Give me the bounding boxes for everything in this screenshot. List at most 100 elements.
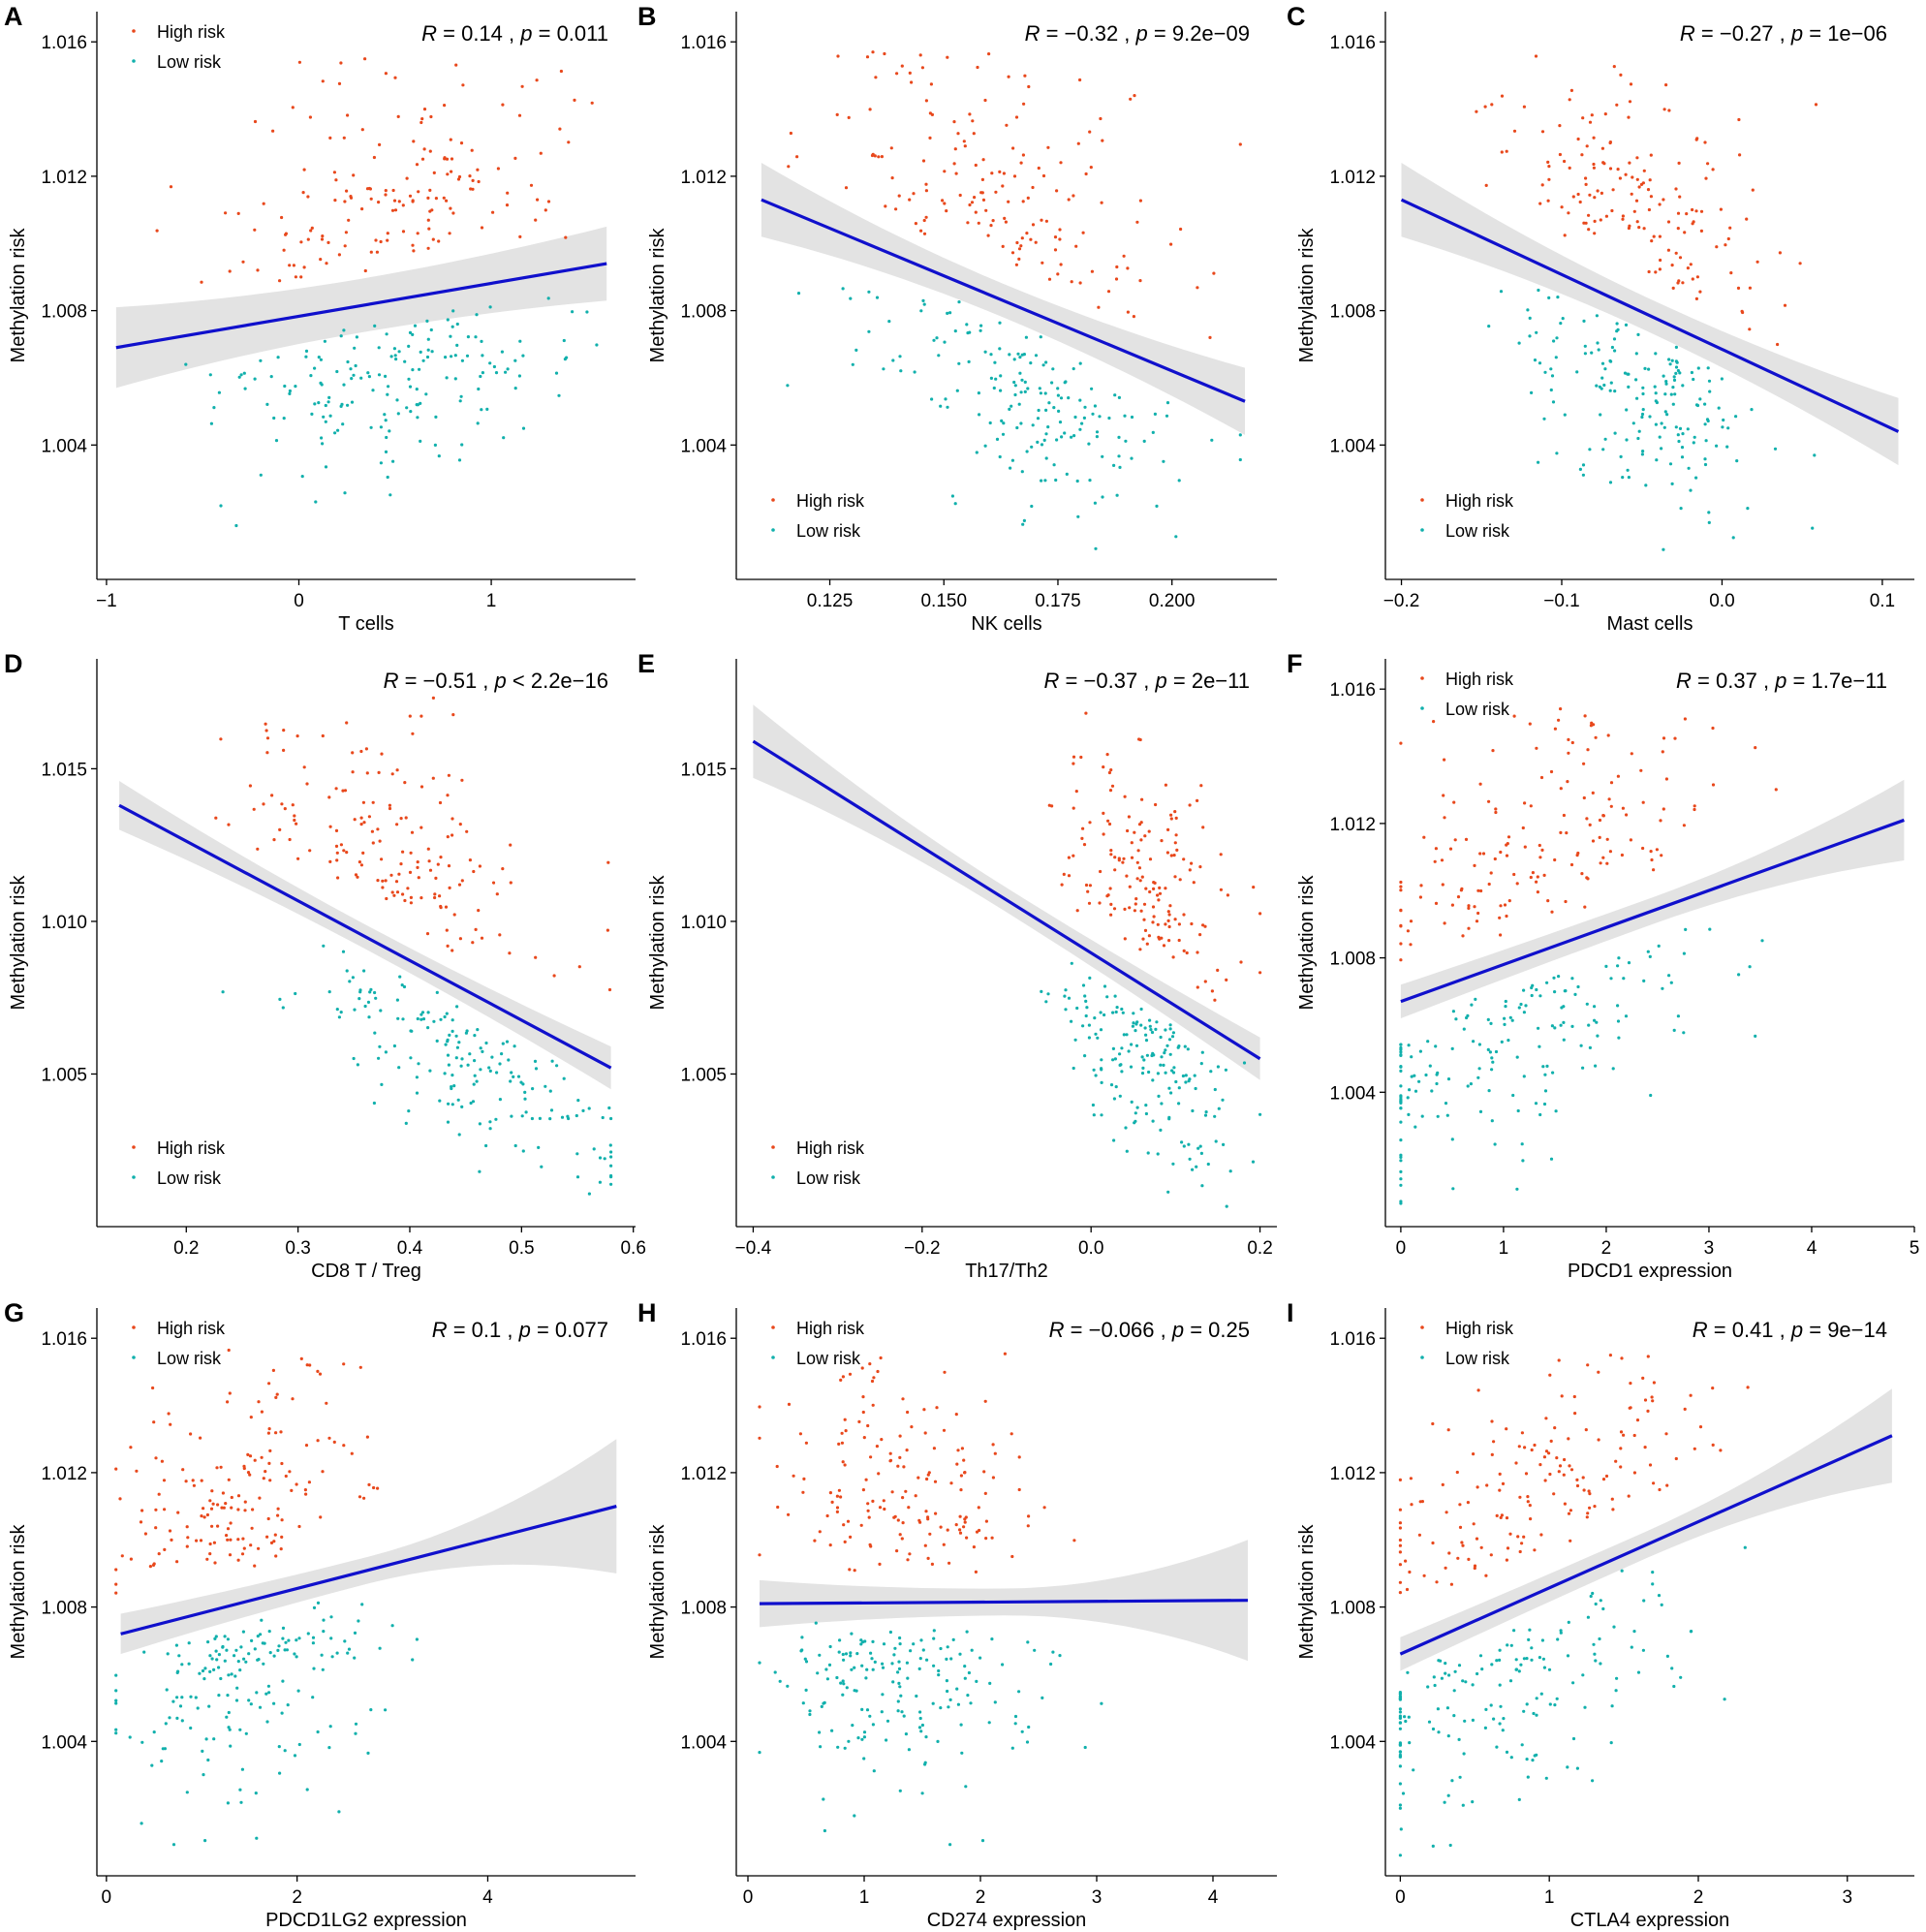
point-low-risk (1542, 1102, 1547, 1106)
point-low-risk (1498, 1683, 1502, 1687)
point-high-risk (1566, 780, 1569, 784)
point-low-risk (1118, 1052, 1122, 1056)
point-high-risk (1173, 841, 1177, 845)
point-low-risk (859, 1642, 863, 1646)
point-high-risk (1074, 244, 1078, 248)
point-low-risk (1543, 370, 1547, 374)
point-high-risk (1548, 1373, 1552, 1377)
point-low-risk (803, 1657, 807, 1661)
point-high-risk (445, 928, 449, 932)
point-high-risk (395, 823, 399, 826)
point-high-risk (880, 1438, 884, 1442)
point-low-risk (1581, 1673, 1585, 1677)
point-high-risk (408, 714, 412, 718)
point-high-risk (943, 1370, 947, 1374)
panel-letter: G (4, 1298, 24, 1327)
point-high-risk (342, 136, 346, 140)
point-low-risk (258, 1705, 263, 1709)
point-high-risk (1540, 130, 1545, 134)
point-low-risk (1094, 1074, 1098, 1077)
point-high-risk (1011, 146, 1015, 150)
point-high-risk (1476, 888, 1480, 892)
point-high-risk (871, 1403, 875, 1407)
point-low-risk (1177, 1102, 1181, 1106)
point-high-risk (1017, 1487, 1021, 1492)
point-high-risk (1029, 237, 1033, 241)
point-high-risk (1604, 1474, 1609, 1479)
point-low-risk (1636, 1670, 1641, 1674)
point-low-risk (379, 1009, 383, 1013)
point-high-risk (1646, 1355, 1650, 1358)
point-low-risk (1508, 1015, 1512, 1019)
point-high-risk (1678, 256, 1683, 260)
point-high-risk (1628, 161, 1631, 165)
point-high-risk (1476, 911, 1480, 916)
point-high-risk (795, 155, 799, 159)
point-high-risk (1137, 737, 1141, 741)
point-high-risk (1130, 856, 1134, 859)
point-high-risk (1592, 136, 1596, 140)
point-high-risk (962, 140, 966, 143)
y-tick-label: 1.004 (1329, 1083, 1376, 1104)
point-low-risk (1591, 1779, 1595, 1783)
legend-label-low-risk: Low risk (1445, 1349, 1510, 1368)
point-low-risk (1221, 1098, 1225, 1102)
point-low-risk (1199, 1062, 1203, 1066)
point-high-risk (1203, 924, 1207, 928)
point-low-risk (388, 429, 391, 433)
point-low-risk (1417, 1079, 1421, 1083)
regression-line (759, 1599, 1249, 1605)
point-low-risk (849, 296, 853, 300)
point-low-risk (1162, 1063, 1165, 1067)
point-high-risk (1441, 1482, 1444, 1486)
point-high-risk (1507, 835, 1511, 839)
point-high-risk (1724, 243, 1727, 247)
y-axis-title: Methylation risk (1296, 228, 1318, 363)
point-low-risk (1603, 367, 1607, 371)
point-low-risk (309, 374, 313, 378)
point-high-risk (230, 1495, 233, 1500)
point-high-risk (1417, 1533, 1421, 1537)
point-low-risk (240, 1767, 244, 1771)
point-low-risk (513, 358, 517, 362)
point-low-risk (1671, 402, 1675, 406)
point-low-risk (321, 442, 325, 446)
point-low-risk (210, 1657, 214, 1661)
point-high-risk (1017, 1455, 1021, 1459)
point-high-risk (1505, 914, 1508, 919)
point-low-risk (202, 1677, 206, 1681)
x-tick-label: 0 (743, 1887, 754, 1908)
legend-key-high-risk (1420, 498, 1424, 502)
point-low-risk (321, 1667, 325, 1671)
point-low-risk (609, 1116, 613, 1121)
point-high-risk (417, 190, 420, 194)
point-low-risk (851, 1724, 854, 1728)
point-high-risk (1605, 861, 1609, 865)
point-low-risk (214, 1635, 218, 1638)
point-high-risk (1450, 903, 1454, 907)
point-low-risk (269, 375, 273, 379)
point-high-risk (506, 191, 510, 195)
point-low-risk (824, 1667, 828, 1671)
point-high-risk (200, 1514, 203, 1518)
point-low-risk (282, 417, 286, 421)
point-high-risk (1587, 228, 1591, 232)
point-high-risk (1040, 218, 1043, 222)
point-high-risk (963, 1471, 967, 1475)
point-low-risk (223, 1635, 227, 1638)
point-high-risk (377, 201, 381, 204)
point-low-risk (836, 1745, 840, 1749)
point-low-risk (1692, 377, 1695, 382)
point-low-risk (346, 359, 350, 364)
point-low-risk (1404, 1719, 1408, 1724)
point-high-risk (1568, 98, 1571, 102)
point-high-risk (930, 112, 935, 116)
point-high-risk (1213, 998, 1217, 1002)
point-high-risk (1060, 883, 1064, 887)
point-low-risk (1410, 1055, 1413, 1059)
point-low-risk (851, 362, 854, 366)
point-low-risk (1599, 413, 1602, 417)
point-low-risk (280, 1711, 284, 1715)
